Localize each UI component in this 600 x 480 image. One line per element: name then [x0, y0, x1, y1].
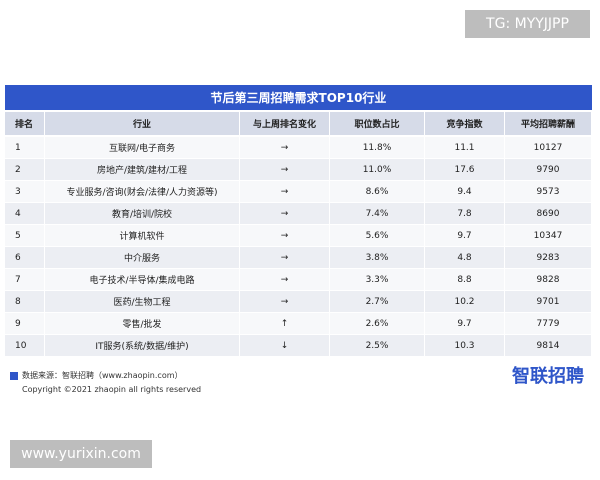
- table-cell: 房地产/建筑/建材/工程: [45, 159, 240, 180]
- table-cell: 7779: [505, 313, 592, 334]
- header-cell: 竞争指数: [425, 112, 505, 135]
- header-cell: 职位数占比: [330, 112, 425, 135]
- table-cell: 1: [5, 137, 45, 158]
- header-cell: 排名: [5, 112, 45, 135]
- table-cell: 5.6%: [330, 225, 425, 246]
- table-cell: 11.8%: [330, 137, 425, 158]
- table-cell: →: [240, 181, 330, 202]
- table-cell: 5: [5, 225, 45, 246]
- table-cell: 9814: [505, 335, 592, 356]
- table-cell: →: [240, 203, 330, 224]
- table-cell: →: [240, 159, 330, 180]
- table-cell: 9828: [505, 269, 592, 290]
- table-cell: 9: [5, 313, 45, 334]
- table-cell: ↑: [240, 313, 330, 334]
- table-cell: IT服务(系统/数据/维护): [45, 335, 240, 356]
- header-cell: 与上周排名变化: [240, 112, 330, 135]
- table-cell: 9573: [505, 181, 592, 202]
- table-cell: 9790: [505, 159, 592, 180]
- table-cell: 8.6%: [330, 181, 425, 202]
- table-cell: 8690: [505, 203, 592, 224]
- table-cell: 3.8%: [330, 247, 425, 268]
- table-cell: 4: [5, 203, 45, 224]
- table-cell: 教育/培训/院校: [45, 203, 240, 224]
- table-cell: ↓: [240, 335, 330, 356]
- header-cell: 行业: [45, 112, 240, 135]
- watermark: TG: MYYJJPP: [465, 10, 590, 38]
- table-cell: 10347: [505, 225, 592, 246]
- table-cell: 7.8: [425, 203, 505, 224]
- table-cell: →: [240, 137, 330, 158]
- table-cell: 10: [5, 335, 45, 356]
- table-cell: 4.8: [425, 247, 505, 268]
- table-cell: 计算机软件: [45, 225, 240, 246]
- table-title: 节后第三周招聘需求TOP10行业: [5, 85, 592, 110]
- table-cell: 2.7%: [330, 291, 425, 312]
- table-cell: 电子技术/半导体/集成电路: [45, 269, 240, 290]
- table-cell: 8.8: [425, 269, 505, 290]
- table-cell: 2.6%: [330, 313, 425, 334]
- table-cell: 专业服务/咨询(财会/法律/人力资源等): [45, 181, 240, 202]
- table-cell: 9.7: [425, 225, 505, 246]
- table-cell: 9283: [505, 247, 592, 268]
- table-cell: 10.3: [425, 335, 505, 356]
- table-cell: 11.0%: [330, 159, 425, 180]
- table-cell: 医药/生物工程: [45, 291, 240, 312]
- table-cell: →: [240, 269, 330, 290]
- watermark: www.yurixin.com: [10, 440, 152, 468]
- copyright: Copyright ©2021 zhaopin all rights reser…: [22, 385, 202, 394]
- table-cell: →: [240, 247, 330, 268]
- table-cell: 3: [5, 181, 45, 202]
- table-cell: 9701: [505, 291, 592, 312]
- table-cell: 互联网/电子商务: [45, 137, 240, 158]
- table-cell: →: [240, 291, 330, 312]
- table-cell: 9.4: [425, 181, 505, 202]
- table-cell: 中介服务: [45, 247, 240, 268]
- table-cell: 11.1: [425, 137, 505, 158]
- source: 数据来源：智联招聘（www.zhaopin.com）: [22, 371, 183, 380]
- source-marker: [10, 372, 18, 380]
- logo: 智联招聘: [512, 366, 584, 387]
- table-cell: 7.4%: [330, 203, 425, 224]
- table-cell: →: [240, 225, 330, 246]
- table-cell: 6: [5, 247, 45, 268]
- table-cell: 10127: [505, 137, 592, 158]
- table-cell: 9.7: [425, 313, 505, 334]
- table-cell: 3.3%: [330, 269, 425, 290]
- table-cell: 7: [5, 269, 45, 290]
- header-cell: 平均招聘薪酬: [505, 112, 592, 135]
- table-cell: 2.5%: [330, 335, 425, 356]
- table-cell: 10.2: [425, 291, 505, 312]
- table-cell: 17.6: [425, 159, 505, 180]
- table-cell: 8: [5, 291, 45, 312]
- table-cell: 2: [5, 159, 45, 180]
- table-cell: 零售/批发: [45, 313, 240, 334]
